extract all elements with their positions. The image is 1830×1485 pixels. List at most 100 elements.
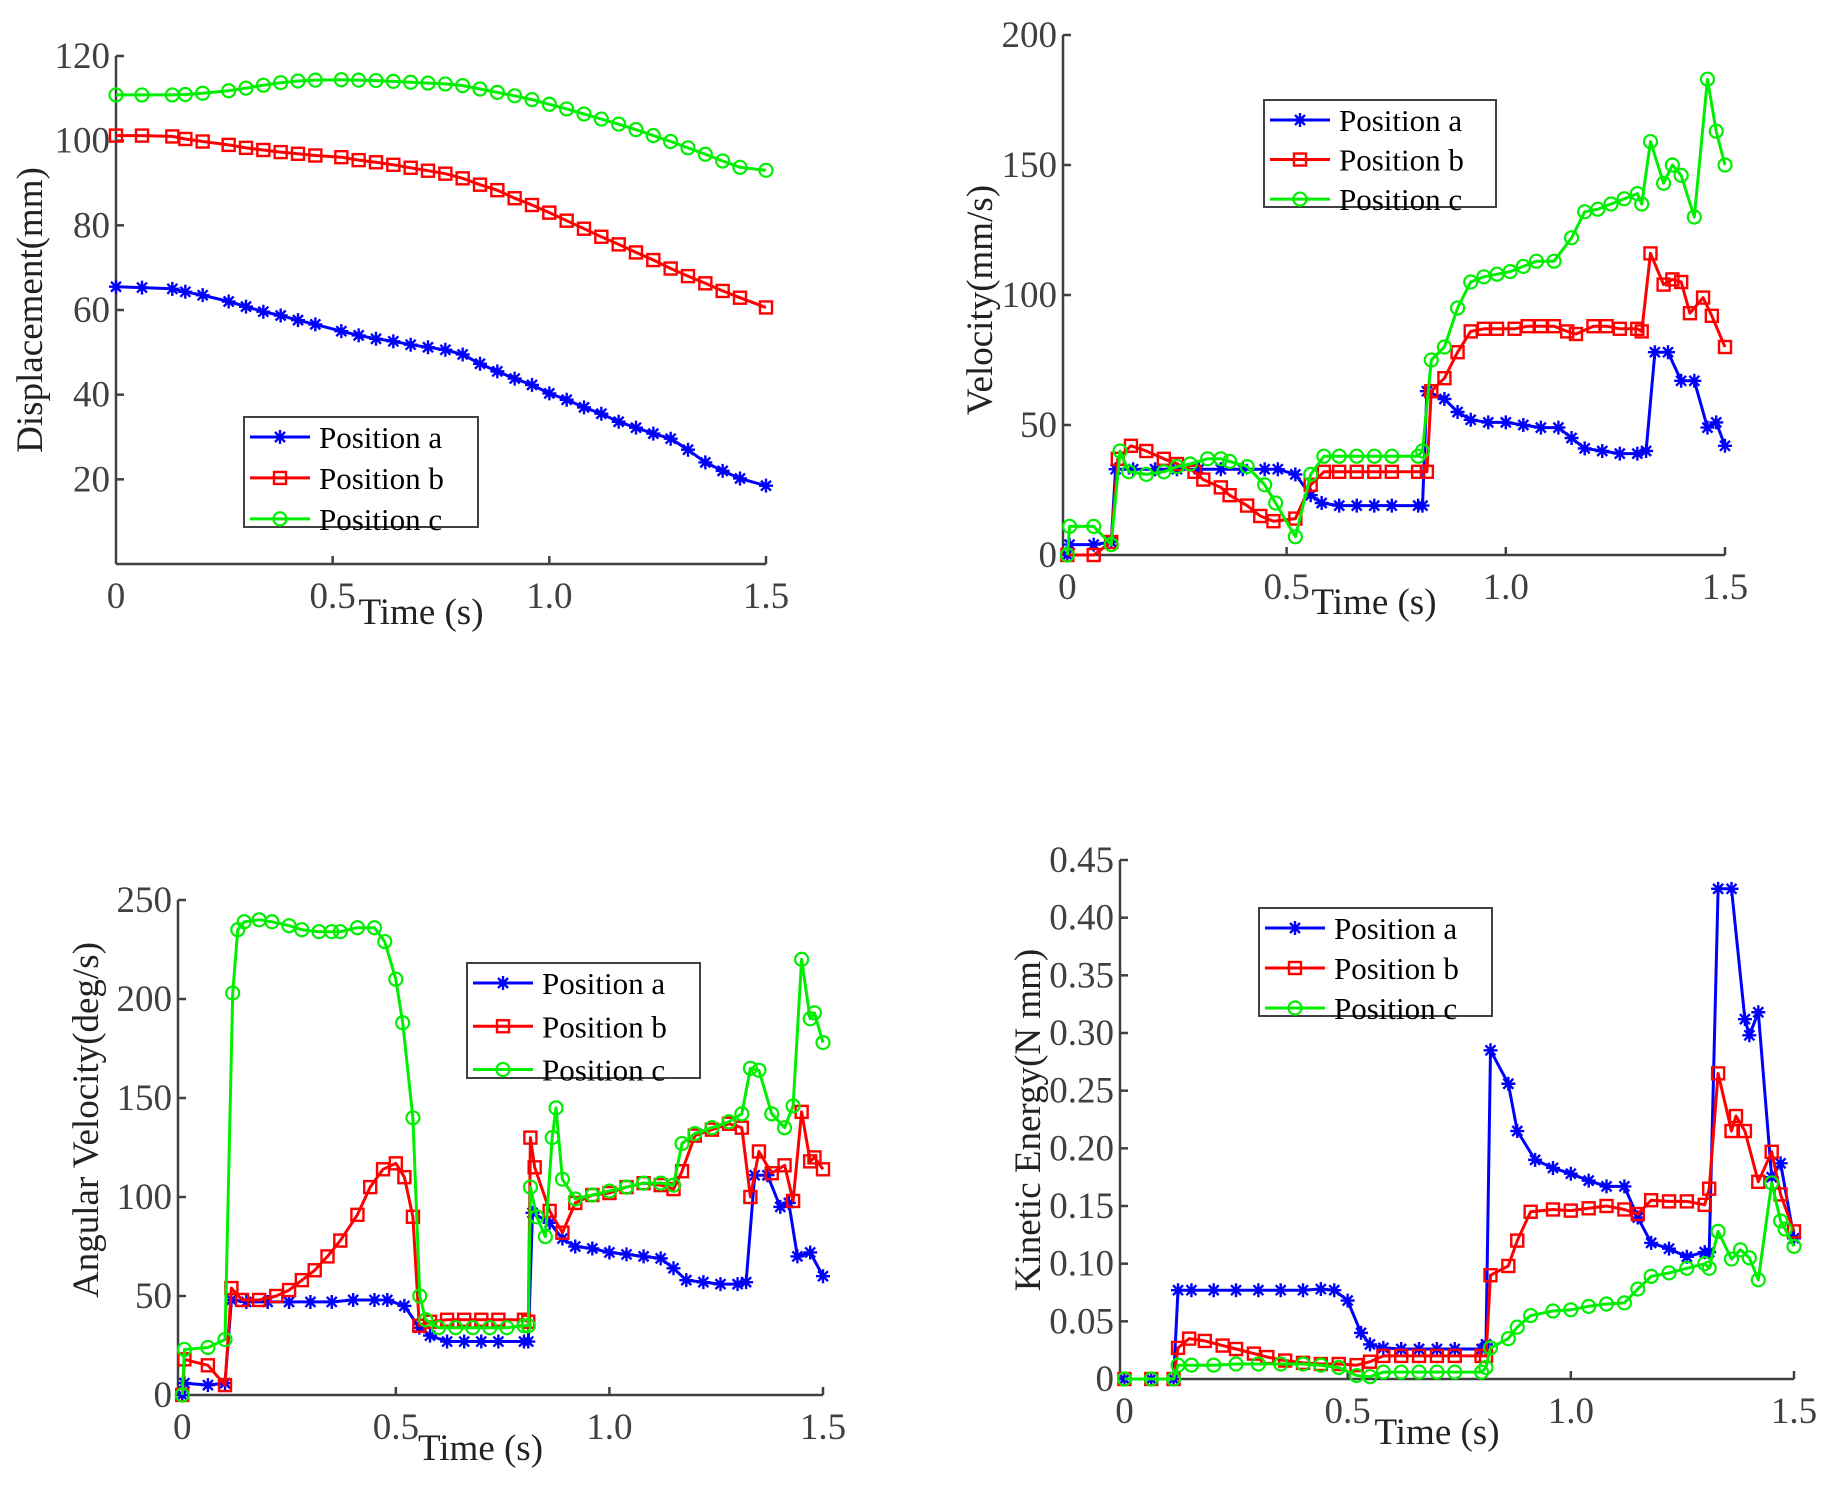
data-point — [764, 1166, 779, 1181]
data-point — [1331, 464, 1347, 479]
data-point — [324, 924, 340, 940]
data-point — [303, 1294, 318, 1309]
data-point — [1563, 230, 1580, 246]
data-point — [715, 153, 731, 169]
data-point — [217, 1377, 233, 1393]
data-point — [1590, 201, 1606, 217]
x-axis-title: Time (s) — [418, 1428, 543, 1469]
legend-item-c: Position c — [1265, 991, 1457, 1026]
data-point — [1679, 1260, 1695, 1276]
data-point — [195, 85, 211, 101]
data-point — [1228, 1356, 1244, 1372]
data-point — [537, 1228, 553, 1245]
series-line — [1067, 251, 1727, 557]
data-point — [815, 1034, 831, 1051]
data-point — [1316, 448, 1332, 464]
data-point — [482, 1320, 498, 1336]
data-point — [324, 1294, 339, 1309]
data-point — [1437, 371, 1452, 386]
data-point — [456, 1312, 472, 1327]
x-tick-label: 0 — [173, 1407, 192, 1448]
data-point — [1450, 345, 1465, 360]
data-point — [1510, 1124, 1525, 1139]
data-point — [1171, 1283, 1186, 1298]
data-point — [1349, 1357, 1364, 1373]
data-point — [721, 1114, 737, 1130]
data-point — [108, 87, 124, 103]
data-point — [732, 290, 748, 305]
data-point — [256, 142, 271, 158]
data-point — [1612, 446, 1627, 461]
data-point — [1483, 1267, 1498, 1283]
data-point — [1481, 415, 1496, 430]
data-point — [1661, 1265, 1677, 1281]
data-point — [1710, 1223, 1726, 1239]
data-point — [567, 1191, 583, 1207]
data-point — [548, 1100, 564, 1116]
data-point — [785, 1193, 801, 1209]
data-point — [221, 137, 236, 153]
data-point — [333, 72, 349, 88]
data-point — [438, 166, 453, 181]
data-point — [455, 347, 470, 362]
data-point — [713, 1277, 728, 1292]
data-point — [177, 86, 193, 103]
data-point — [273, 308, 288, 323]
data-point — [1257, 462, 1272, 477]
angular-velocity-chart: 0 50 100 150 200 250 0 0.5 1.0 1.5 Time (s) Angular… — [66, 880, 846, 1469]
data-point — [1463, 412, 1478, 427]
data-point — [697, 146, 713, 162]
data-point — [109, 279, 123, 294]
data-point — [524, 92, 540, 108]
data-point — [516, 1318, 532, 1334]
data-point — [1447, 1364, 1463, 1380]
data-point — [619, 1247, 634, 1262]
data-point — [1414, 443, 1431, 459]
legend-item-a: Position a — [1270, 103, 1462, 138]
data-point — [1523, 1204, 1538, 1219]
data-point — [611, 116, 627, 132]
data-point — [1213, 480, 1229, 495]
data-point — [1581, 1298, 1597, 1314]
data-point — [282, 1294, 297, 1309]
y-axis-title: Kinetic Energy(N mm) — [1008, 949, 1049, 1292]
series-line — [180, 1110, 825, 1396]
data-point — [1112, 443, 1128, 459]
data-point — [1213, 451, 1229, 467]
data-point — [751, 1144, 767, 1159]
data-point — [1394, 1348, 1409, 1364]
data-point — [351, 72, 367, 88]
legend-marker — [496, 976, 510, 990]
y-tick-label: 0.45 — [1049, 840, 1114, 881]
data-point — [412, 1288, 428, 1304]
data-point — [1268, 495, 1284, 511]
data-point — [687, 1126, 703, 1142]
data-point — [420, 75, 436, 91]
legend-item-a: Position a — [1265, 911, 1457, 946]
data-point — [730, 1277, 745, 1292]
data-point — [1661, 1194, 1677, 1209]
data-point — [601, 1183, 618, 1199]
y-tick-label: 100 — [1002, 275, 1058, 316]
data-point — [403, 337, 418, 352]
data-point — [1777, 1221, 1793, 1237]
data-point — [1643, 1268, 1659, 1284]
legend-marker — [1288, 921, 1302, 935]
data-point — [135, 280, 149, 295]
data-point — [777, 1158, 792, 1173]
data-point — [1697, 1197, 1712, 1213]
data-point — [405, 1209, 421, 1225]
data-point — [507, 191, 522, 206]
data-point — [455, 78, 471, 94]
data-point — [1303, 466, 1319, 482]
data-point — [559, 101, 575, 117]
data-point — [1143, 1371, 1159, 1387]
data-point — [176, 1341, 193, 1358]
y-axis-title: Displacement(mm) — [10, 167, 51, 453]
data-point — [439, 1312, 455, 1327]
data-point — [200, 1339, 216, 1356]
data-point — [734, 1120, 750, 1135]
legend-item-b: Position b — [250, 461, 444, 496]
data-point — [334, 149, 349, 165]
data-point — [1617, 1202, 1632, 1217]
